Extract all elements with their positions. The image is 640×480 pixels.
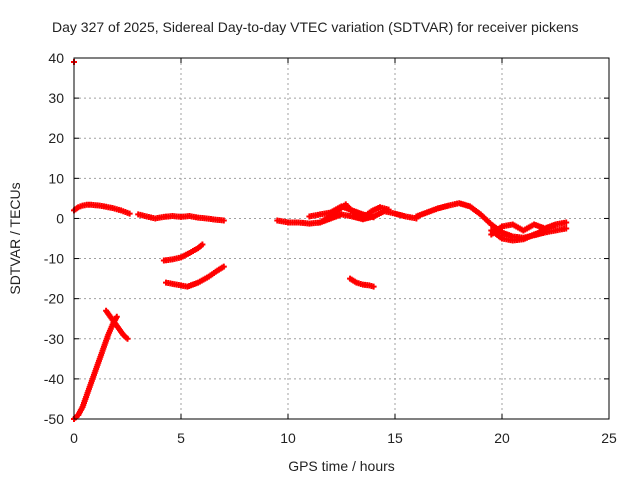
data-point [220,263,227,270]
series-segment [163,263,227,290]
x-axis-label: GPS time / hours [288,458,395,474]
series-segment [71,201,133,217]
data-point [124,335,131,342]
data-point [563,225,570,232]
data-point [541,227,548,234]
x-tick-label: 10 [280,430,296,446]
y-tick-label: -30 [44,331,64,347]
x-tick-label: 5 [177,430,185,446]
data-point [220,217,227,224]
y-tick-label: 30 [48,90,64,106]
data-point [199,241,206,248]
data-series [71,59,570,422]
series-segment [160,241,206,264]
series-segment [306,203,377,221]
y-tick-label: -40 [44,371,64,387]
x-tick-label: 20 [494,430,510,446]
series-segment [488,227,548,244]
data-point [385,206,392,213]
data-point [370,283,377,290]
grid-lines [74,58,609,419]
series-segment [103,307,131,342]
series-segment [413,200,570,241]
x-tick-label: 15 [387,430,403,446]
y-tick-label: 0 [56,210,64,226]
y-tick-label: 10 [48,170,64,186]
y-tick-label: 20 [48,130,64,146]
y-tick-label: -20 [44,291,64,307]
y-tick-label: -10 [44,251,64,267]
y-tick-label: 40 [48,50,64,66]
data-point [370,214,377,221]
data-point [563,219,570,226]
y-axis-label: SDTVAR / TECUs [7,182,23,294]
data-point [113,313,120,320]
series-segment [71,313,120,422]
x-tick-label: 25 [601,430,617,446]
data-point [126,210,133,217]
plot-frame [73,57,610,420]
axis-ticks: 0 5 10 15 20 25 -50 -40 -30 -20 -10 0 10 20 30 40 [44,50,617,446]
chart-title: Day 327 of 2025, Sidereal Day-to-day VTE… [52,19,579,35]
y-tick-label: -50 [44,411,64,427]
series-segment [135,211,227,224]
x-tick-label: 0 [70,430,78,446]
series-segment [347,275,377,290]
